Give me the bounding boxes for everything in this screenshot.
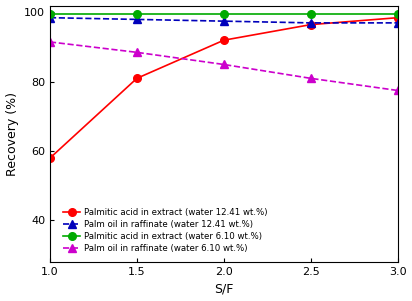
- Palm oil in raffinate (water 6.10 wt.%): [47, 40, 52, 44]
- Palmitic acid in extract (water 12.41 wt.%): [221, 39, 226, 42]
- Palm oil in raffinate (water 6.10 wt.%): [308, 76, 313, 80]
- Palm oil in raffinate (water 12.41 wt.%): [395, 21, 400, 25]
- Line: Palmitic acid in extract (water 6.10 wt.%): Palmitic acid in extract (water 6.10 wt.…: [46, 11, 401, 18]
- Palm oil in raffinate (water 6.10 wt.%): [134, 51, 139, 54]
- Palmitic acid in extract (water 6.10 wt.%): [308, 12, 313, 16]
- Palm oil in raffinate (water 6.10 wt.%): [221, 63, 226, 66]
- Palmitic acid in extract (water 6.10 wt.%): [134, 12, 139, 16]
- Palmitic acid in extract (water 6.10 wt.%): [395, 12, 400, 16]
- Line: Palm oil in raffinate (water 6.10 wt.%): Palm oil in raffinate (water 6.10 wt.%): [46, 38, 401, 94]
- Palmitic acid in extract (water 12.41 wt.%): [395, 16, 400, 20]
- Palm oil in raffinate (water 12.41 wt.%): [134, 18, 139, 21]
- Palmitic acid in extract (water 6.10 wt.%): [47, 12, 52, 16]
- Y-axis label: Recovery (%): Recovery (%): [5, 92, 19, 176]
- Palmitic acid in extract (water 6.10 wt.%): [221, 12, 226, 16]
- Palm oil in raffinate (water 6.10 wt.%): [395, 89, 400, 92]
- Line: Palm oil in raffinate (water 12.41 wt.%): Palm oil in raffinate (water 12.41 wt.%): [46, 14, 401, 27]
- Line: Palmitic acid in extract (water 12.41 wt.%): Palmitic acid in extract (water 12.41 wt…: [46, 14, 401, 162]
- Palm oil in raffinate (water 12.41 wt.%): [47, 16, 52, 20]
- Palmitic acid in extract (water 12.41 wt.%): [134, 76, 139, 80]
- Palmitic acid in extract (water 12.41 wt.%): [47, 156, 52, 160]
- Palmitic acid in extract (water 12.41 wt.%): [308, 23, 313, 26]
- X-axis label: S/F: S/F: [214, 282, 234, 296]
- Legend: Palmitic acid in extract (water 12.41 wt.%), Palm oil in raffinate (water 12.41 : Palmitic acid in extract (water 12.41 wt…: [61, 207, 270, 255]
- Palm oil in raffinate (water 12.41 wt.%): [221, 19, 226, 23]
- Palm oil in raffinate (water 12.41 wt.%): [308, 21, 313, 25]
